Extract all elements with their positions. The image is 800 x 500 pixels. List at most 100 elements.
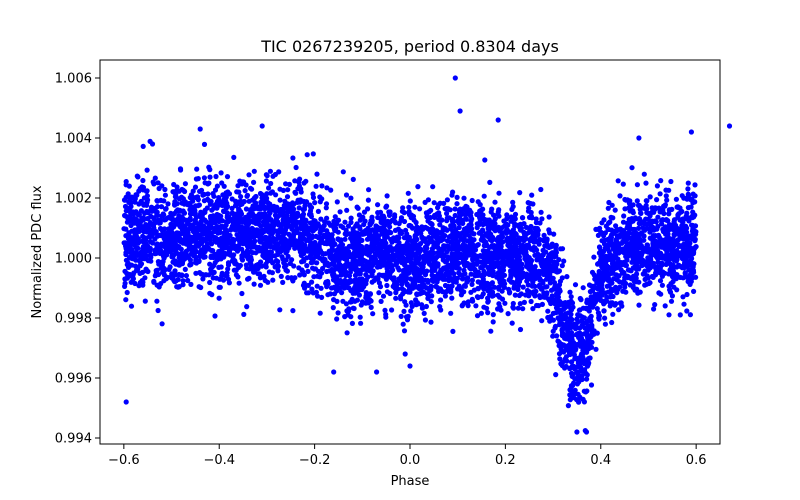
data-point <box>342 219 348 225</box>
data-point <box>480 248 486 254</box>
data-point <box>171 211 177 217</box>
data-point <box>399 281 405 287</box>
data-point <box>355 281 361 287</box>
data-point <box>369 219 375 225</box>
data-point <box>430 226 436 232</box>
data-point <box>569 373 575 379</box>
data-point <box>573 346 579 352</box>
data-point <box>413 297 419 303</box>
data-point <box>285 187 291 193</box>
data-point <box>520 284 526 290</box>
data-point <box>595 275 601 281</box>
data-point <box>681 241 687 247</box>
data-point <box>663 217 669 223</box>
data-point <box>158 204 165 210</box>
data-point <box>452 212 458 219</box>
data-point <box>657 278 664 284</box>
data-point <box>380 293 387 299</box>
data-point <box>144 167 150 173</box>
data-point <box>383 240 389 246</box>
data-point <box>690 222 696 229</box>
data-point <box>517 190 523 196</box>
data-point <box>553 305 560 311</box>
data-point <box>301 272 307 278</box>
data-point <box>682 216 689 222</box>
data-point <box>532 252 538 258</box>
data-point <box>187 246 193 252</box>
data-point <box>658 291 664 297</box>
data-point <box>214 183 220 189</box>
data-point <box>457 272 463 278</box>
data-point <box>492 199 498 205</box>
data-point <box>334 316 340 322</box>
data-point <box>406 204 412 210</box>
data-point <box>647 263 653 269</box>
data-point <box>210 275 216 281</box>
data-point <box>154 298 160 304</box>
data-point <box>509 320 515 326</box>
data-point <box>435 249 441 256</box>
data-point <box>654 264 660 270</box>
data-point <box>141 228 147 235</box>
data-point <box>511 221 518 227</box>
data-point <box>563 363 569 370</box>
data-point <box>491 226 497 232</box>
data-point <box>602 315 608 321</box>
data-point <box>620 219 627 225</box>
data-point <box>192 184 199 190</box>
data-point <box>383 314 389 320</box>
data-point <box>475 286 481 292</box>
data-point <box>405 246 411 253</box>
data-point <box>327 291 333 297</box>
data-point <box>561 258 567 264</box>
data-point <box>659 282 666 288</box>
data-point <box>442 293 448 299</box>
data-point <box>298 224 304 230</box>
data-point <box>236 280 242 286</box>
data-point <box>501 218 507 224</box>
data-point <box>217 253 224 259</box>
data-point <box>421 257 427 263</box>
data-point <box>399 208 405 214</box>
data-point <box>312 200 318 206</box>
data-point <box>293 241 300 247</box>
data-point <box>317 255 323 261</box>
data-point <box>162 238 168 244</box>
data-point <box>485 298 491 304</box>
data-point <box>459 276 466 282</box>
data-point <box>599 287 605 293</box>
data-point <box>226 234 232 240</box>
data-point <box>317 199 323 205</box>
data-point <box>607 303 613 309</box>
data-point <box>591 284 597 290</box>
data-point <box>434 228 440 234</box>
data-point <box>427 214 433 221</box>
data-point <box>171 277 177 283</box>
data-point <box>188 211 194 217</box>
data-point <box>285 201 291 207</box>
data-point <box>401 308 407 314</box>
data-point <box>433 274 440 281</box>
data-point <box>302 285 308 291</box>
data-point <box>342 236 348 242</box>
data-point <box>463 215 469 222</box>
data-point <box>386 254 392 261</box>
data-point <box>449 295 455 301</box>
data-point <box>516 238 522 245</box>
data-point <box>648 258 654 264</box>
data-point <box>344 207 350 213</box>
data-point <box>546 227 552 233</box>
data-point <box>133 228 139 234</box>
data-point <box>646 280 652 287</box>
data-point <box>645 255 651 261</box>
data-point <box>207 174 213 180</box>
data-point <box>176 260 182 266</box>
data-point <box>267 168 273 174</box>
data-point <box>679 193 685 199</box>
data-point <box>437 304 443 310</box>
data-point <box>573 332 579 338</box>
data-point <box>344 308 350 314</box>
data-point <box>200 276 206 282</box>
data-point <box>677 274 683 280</box>
data-point <box>361 209 368 215</box>
